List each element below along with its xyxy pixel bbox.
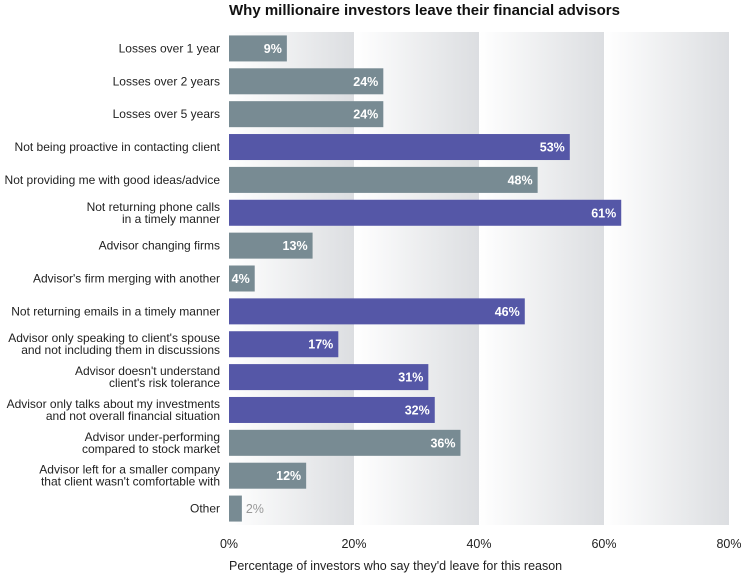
bar — [229, 495, 242, 522]
value-label: 31% — [398, 371, 423, 385]
value-label: 9% — [264, 42, 282, 56]
bar — [229, 35, 287, 62]
value-label: 17% — [308, 338, 333, 352]
category-label: that client wasn't comfortable with — [41, 475, 220, 489]
bar — [229, 166, 538, 193]
category-label: Advisor changing firms — [99, 239, 220, 253]
category-label: and not overall financial situation — [46, 409, 220, 423]
bar — [229, 364, 429, 391]
value-label: 24% — [353, 75, 378, 89]
bar — [229, 331, 339, 358]
value-label: 4% — [232, 272, 250, 286]
x-tick-label: 80% — [716, 537, 741, 551]
value-label: 12% — [276, 469, 301, 483]
value-label: 32% — [405, 403, 430, 417]
category-label: Other — [190, 502, 220, 516]
category-label: client's risk tolerance — [109, 376, 220, 390]
bar — [229, 462, 307, 489]
category-label: Not returning emails in a timely manner — [11, 304, 220, 318]
category-label: Losses over 5 years — [113, 107, 220, 121]
value-label: 36% — [430, 436, 455, 450]
x-tick-label: 40% — [466, 537, 491, 551]
x-axis-label: Percentage of investors who say they'd l… — [229, 559, 562, 573]
bar — [229, 298, 525, 325]
bar — [229, 199, 622, 226]
category-label: Not providing me with good ideas/advice — [5, 173, 221, 187]
value-label: 53% — [540, 141, 565, 155]
bar — [229, 134, 570, 161]
value-label: 13% — [283, 239, 308, 253]
category-label: Advisor doesn't understand — [75, 364, 220, 378]
x-tick-label: 20% — [341, 537, 366, 551]
category-label: Advisor only speaking to client's spouse — [8, 331, 220, 345]
x-tick-label: 0% — [220, 537, 238, 551]
category-label: in a timely manner — [122, 212, 220, 226]
category-label: Advisor only talks about my investments — [7, 397, 220, 411]
background-band — [604, 32, 729, 525]
category-label: Advisor left for a smaller company — [39, 463, 220, 477]
bar — [229, 429, 461, 456]
bar — [229, 265, 255, 292]
bar — [229, 68, 384, 95]
chart-title: Why millionaire investors leave their fi… — [229, 2, 620, 19]
value-label: 2% — [246, 502, 264, 516]
category-label: compared to stock market — [82, 442, 221, 456]
category-label: Losses over 1 year — [119, 41, 220, 55]
bar — [229, 101, 384, 128]
x-tick-label: 60% — [591, 537, 616, 551]
value-label: 46% — [495, 305, 520, 319]
category-label: Losses over 2 years — [113, 74, 220, 88]
value-label: 48% — [508, 173, 533, 187]
category-label: Advisor's firm merging with another — [33, 272, 220, 286]
category-label: and not including them in discussions — [21, 343, 220, 357]
bar — [229, 232, 313, 259]
value-label: 61% — [591, 206, 616, 220]
category-label: Advisor under-performing — [85, 430, 220, 444]
category-label: Not returning phone calls — [87, 200, 220, 214]
value-label: 24% — [353, 108, 378, 122]
category-label: Not being proactive in contacting client — [15, 140, 221, 154]
background-band — [479, 32, 604, 525]
bar — [229, 396, 435, 423]
